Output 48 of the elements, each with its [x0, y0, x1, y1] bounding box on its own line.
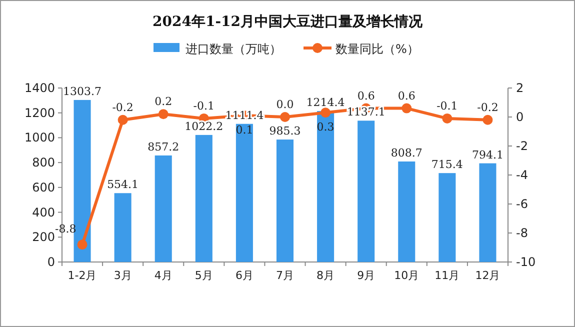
y2-tick-label: -10 [516, 255, 536, 269]
y-tick-label: 200 [32, 230, 55, 244]
data-label: 0.3 [316, 120, 334, 134]
y2-tick-label: -2 [516, 139, 528, 153]
data-label: 0.6 [357, 89, 375, 102]
y2-tick-label: -8 [516, 226, 528, 240]
data-label: 985.3 [269, 124, 301, 138]
data-label: 794.1 [472, 148, 504, 162]
x-tick-label: 11月 [434, 269, 460, 282]
y-tick-label: 0 [47, 255, 55, 269]
x-tick-label: 7月 [276, 269, 294, 282]
legend-label: 进口数量（万吨） [186, 42, 282, 56]
x-tick-label: 5月 [194, 269, 213, 282]
x-tick-label: 3月 [114, 269, 132, 282]
y2-tick-label: -4 [516, 168, 528, 182]
data-label: -0.2 [477, 100, 498, 114]
data-label: 715.4 [431, 158, 463, 172]
data-label: 1022.2 [184, 120, 224, 133]
y2-tick-label: 2 [516, 81, 524, 95]
x-tick-label: 12月 [475, 269, 500, 282]
data-label: 1303.7 [63, 84, 102, 98]
x-tick-label: 4月 [154, 269, 172, 282]
x-tick-label: 6月 [235, 269, 254, 282]
legend-label: 数量同比（%） [336, 42, 419, 56]
y2-tick-label: -6 [516, 197, 528, 211]
y-tick-label: 800 [32, 156, 55, 170]
x-tick-label: 8月 [316, 269, 335, 282]
data-label: -0.1 [436, 99, 458, 112]
y2-tick-label: 0 [516, 110, 524, 124]
data-label: 0.6 [398, 89, 416, 102]
x-tick-label: 10月 [394, 269, 420, 282]
data-label: -0.2 [112, 100, 134, 114]
data-label: -0.1 [193, 99, 215, 112]
data-label: 808.7 [390, 146, 422, 160]
y-tick-label: 1000 [24, 130, 55, 145]
y-tick-label: 600 [32, 180, 55, 194]
y-tick-label: 1400 [24, 81, 55, 95]
data-label: 554.1 [107, 178, 139, 192]
y-tick-label: 1200 [24, 106, 55, 120]
x-tick-label: 1-2月 [68, 269, 97, 282]
data-label: 0.1 [236, 124, 254, 137]
data-label: 0.0 [276, 98, 294, 111]
data-label: 1214.4 [306, 96, 345, 110]
y-tick-label: 400 [32, 205, 55, 220]
data-label: 857.2 [148, 140, 180, 154]
x-tick-label: 9月 [357, 269, 376, 282]
chart-title: 2024年1-12月中国大豆进口量及增长情况 [152, 14, 424, 30]
data-label: 0.2 [154, 95, 172, 108]
